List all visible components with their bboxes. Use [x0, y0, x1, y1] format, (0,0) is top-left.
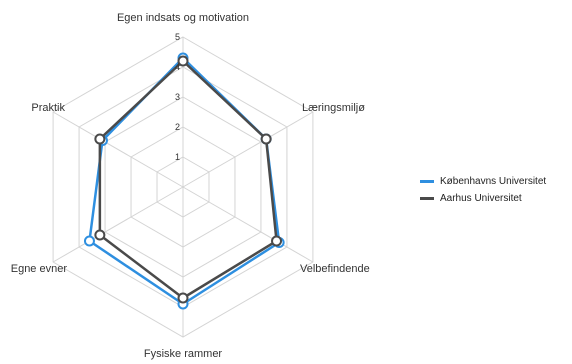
- tick-label: 3: [175, 92, 180, 102]
- radial-ticks: 1 2 3 4 5: [175, 32, 180, 162]
- legend-swatch: [420, 197, 434, 200]
- data-point: [177, 292, 189, 304]
- grid-spoke: [52, 186, 184, 263]
- tick-label: 2: [175, 122, 180, 132]
- data-point: [83, 235, 95, 247]
- data-point: [94, 229, 106, 241]
- category-label: Egen indsats og motivation: [117, 12, 249, 24]
- data-point: [177, 55, 189, 67]
- radar-grid: [52, 36, 314, 338]
- grid-spoke: [182, 111, 314, 188]
- tick-label: 1: [175, 152, 180, 162]
- category-label: Læringsmiljø: [302, 102, 365, 114]
- category-label: Fysiske rammer: [144, 348, 223, 360]
- legend-label: Aarhus Universitet: [440, 193, 522, 204]
- legend-item: Aarhus Universitet: [420, 190, 546, 207]
- data-point: [271, 235, 283, 247]
- series-line: [88, 56, 281, 306]
- tick-label: 5: [175, 32, 180, 42]
- data-point: [94, 133, 106, 145]
- legend-swatch: [420, 180, 434, 183]
- category-label: Velbefindende: [300, 263, 370, 275]
- category-label: Praktik: [31, 102, 65, 114]
- legend-item: Københavns Universitet: [420, 173, 546, 190]
- grid-spoke: [182, 186, 314, 263]
- category-labels: Egen indsats og motivation Læringsmiljø Ve…: [11, 12, 370, 360]
- legend: Københavns Universitet Aarhus Universite…: [420, 173, 546, 207]
- legend-label: Københavns Universitet: [440, 176, 547, 187]
- data-point: [260, 133, 272, 145]
- category-label: Egne evner: [11, 263, 68, 275]
- grid-spoke: [52, 111, 184, 188]
- tick-label: 4: [175, 62, 180, 72]
- radar-series: [83, 52, 285, 310]
